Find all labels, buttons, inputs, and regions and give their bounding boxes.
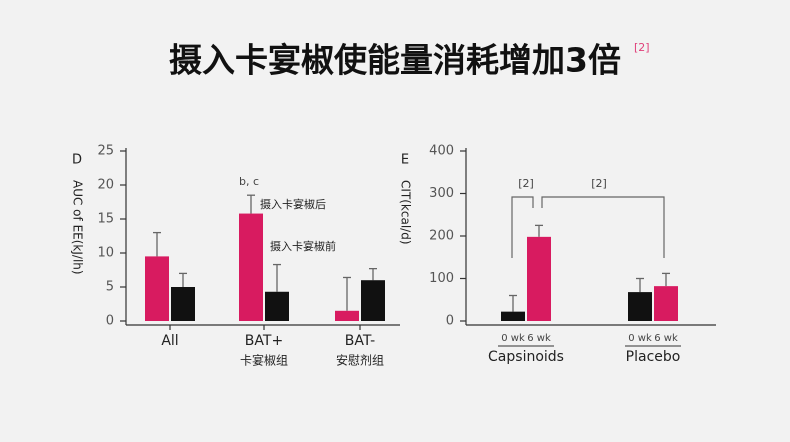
series-label: 0 wk bbox=[628, 333, 652, 344]
panel-label: D bbox=[72, 153, 82, 168]
category-label: Placebo bbox=[626, 349, 681, 365]
y-axis-label: AUC of EE(kJ/lh) bbox=[71, 180, 85, 275]
title: 摄入卡宴椒使能量消耗增加3倍 bbox=[169, 41, 621, 80]
bar bbox=[171, 287, 195, 321]
bar bbox=[265, 291, 289, 321]
series-label: 6 wk bbox=[654, 333, 678, 344]
series-label: 6 wk bbox=[527, 333, 551, 344]
bar bbox=[527, 236, 551, 321]
annotation: b, c bbox=[239, 175, 259, 188]
title-ref: [2] bbox=[634, 41, 650, 54]
bracket bbox=[541, 196, 665, 258]
bar bbox=[628, 292, 652, 321]
y-tick-label: 25 bbox=[97, 144, 114, 159]
annotation: [2] bbox=[518, 177, 534, 190]
y-tick-label: 5 bbox=[106, 280, 114, 295]
y-tick-label: 20 bbox=[97, 178, 114, 193]
bar bbox=[335, 310, 359, 321]
y-tick-label: 200 bbox=[429, 229, 454, 244]
category-label: Capsinoids bbox=[488, 349, 564, 365]
y-tick-label: 0 bbox=[446, 314, 454, 329]
category-sublabel: 卡宴椒组 bbox=[240, 353, 288, 368]
y-tick-label: 300 bbox=[429, 186, 454, 201]
category-sublabel: 安慰剂组 bbox=[336, 353, 384, 368]
panel-label: E bbox=[401, 153, 409, 168]
y-tick-label: 15 bbox=[97, 212, 114, 227]
bracket bbox=[511, 196, 534, 258]
y-axis-label: CIT(kcal/d) bbox=[399, 180, 413, 245]
category-label: BAT+ bbox=[245, 333, 283, 349]
bar bbox=[361, 280, 385, 321]
legend-label: 摄入卡宴椒前 bbox=[270, 239, 336, 253]
y-tick-label: 10 bbox=[97, 246, 114, 261]
y-tick-label: 100 bbox=[429, 271, 454, 286]
series-label: 0 wk bbox=[501, 333, 525, 344]
category-label: BAT- bbox=[345, 333, 375, 349]
bar bbox=[654, 286, 678, 321]
bar bbox=[501, 311, 525, 321]
bar bbox=[145, 256, 169, 321]
category-label: All bbox=[161, 333, 178, 349]
annotation: [2] bbox=[591, 177, 607, 190]
bar bbox=[239, 213, 263, 321]
y-tick-label: 400 bbox=[429, 144, 454, 159]
legend-label: 摄入卡宴椒后 bbox=[260, 197, 326, 211]
y-tick-label: 0 bbox=[106, 314, 114, 329]
